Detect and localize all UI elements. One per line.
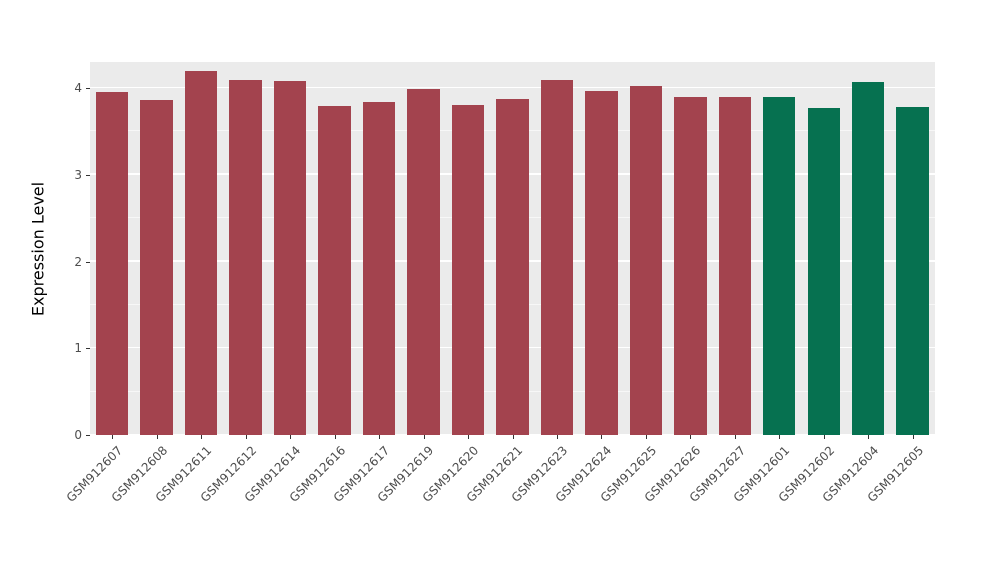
bar-GSM912612: [229, 80, 262, 435]
bar-GSM912620: [451, 105, 485, 435]
y-axis: 0 1 2 3 4: [0, 62, 90, 441]
bar-GSM912614: [273, 81, 307, 435]
y-tick-label: 0: [74, 428, 82, 442]
y-tick-label: 1: [74, 341, 82, 356]
bar-slot: [890, 62, 934, 435]
x-tick-mark: [334, 435, 336, 439]
x-tick-mark: [912, 435, 914, 439]
x-tick-mark: [423, 435, 425, 439]
y-tick-mark: [86, 435, 90, 436]
y-tick-mark: [86, 261, 90, 263]
x-tick-mark: [512, 435, 514, 439]
x-tick-mark: [468, 435, 470, 439]
bar-GSM912601: [763, 96, 796, 435]
bar-GSM912626: [674, 96, 707, 435]
bar-slot: [535, 62, 579, 435]
x-tick-mark: [201, 435, 203, 439]
bar-GSM912605: [896, 107, 929, 435]
bar-GSM912608: [140, 100, 173, 435]
x-tick-mark: [823, 435, 825, 439]
bar-slot: [846, 62, 890, 435]
bar-slot: [312, 62, 356, 435]
x-tick-mark: [156, 435, 158, 439]
x-tick-mark: [868, 435, 870, 439]
bar-slot: [490, 62, 534, 435]
bar-GSM912607: [96, 92, 129, 435]
bar-GSM912623: [540, 80, 574, 435]
bar-slot: [757, 62, 801, 435]
bar-GSM912604: [851, 81, 885, 435]
y-tick-label: 4: [74, 81, 82, 96]
x-tick-mark: [290, 435, 292, 439]
bar-slot: [713, 62, 757, 435]
bar-GSM912624: [585, 90, 618, 435]
gridline: [90, 86, 935, 89]
bar-slot: [401, 62, 445, 435]
bar-GSM912621: [496, 99, 529, 435]
bar-slot: [579, 62, 623, 435]
x-tick-mark: [379, 435, 381, 439]
bar-slot: [668, 62, 712, 435]
x-tick-mark: [734, 435, 736, 439]
bar-slot: [179, 62, 223, 435]
bar-slot: [268, 62, 312, 435]
y-tick-mark: [86, 174, 90, 176]
bar-slot: [802, 62, 846, 435]
bar-GSM912619: [407, 88, 440, 435]
bar-GSM912617: [362, 101, 396, 435]
x-tick-mark: [556, 435, 558, 439]
bar-slot: [624, 62, 668, 435]
bar-slot: [357, 62, 401, 435]
bar-GSM912616: [318, 106, 351, 435]
y-tick-mark: [86, 348, 90, 350]
bar-GSM912625: [629, 86, 663, 435]
x-axis: GSM912607 GSM912608 GSM912611 GSM912612 GSM9…: [64, 435, 935, 555]
bar-GSM912627: [718, 96, 752, 435]
y-tick-label: 2: [74, 254, 82, 269]
y-tick-mark: [86, 88, 90, 90]
x-tick-mark: [245, 435, 247, 439]
plot-panel: [90, 62, 935, 435]
bar-slot: [134, 62, 178, 435]
bar-slot: [223, 62, 267, 435]
bar-GSM912611: [184, 70, 218, 435]
x-tick-mark: [779, 435, 781, 439]
bar-GSM912602: [807, 107, 840, 435]
x-tick-mark: [601, 435, 603, 439]
x-tick-mark: [690, 435, 692, 439]
bar-slot: [90, 62, 134, 435]
bar-slot: [446, 62, 490, 435]
y-tick-label: 3: [74, 167, 82, 182]
bars-container: [90, 62, 935, 435]
x-tick-mark: [645, 435, 647, 439]
x-tick-mark: [112, 435, 114, 439]
